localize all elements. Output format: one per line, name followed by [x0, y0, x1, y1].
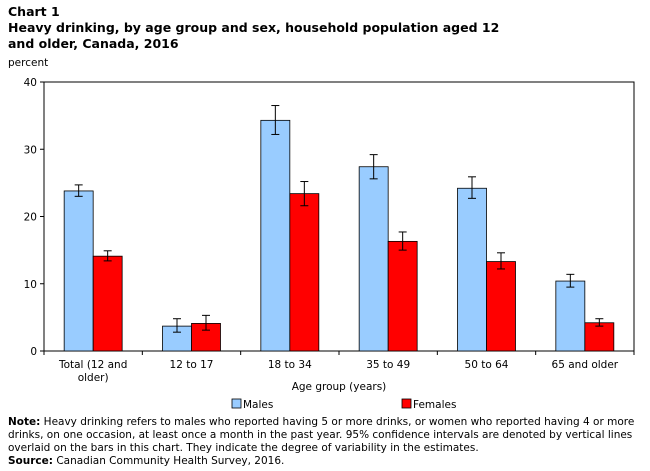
bars-group	[63, 119, 615, 352]
error-bar-females	[595, 318, 604, 327]
bar-females	[92, 255, 123, 352]
error-bar-males	[173, 318, 181, 333]
legend-item-males: Males	[231, 398, 273, 411]
error-bar-males	[369, 154, 378, 180]
legend-label-females: Females	[413, 399, 456, 411]
plot-frame	[43, 81, 635, 352]
x-tick-label: 18 to 34	[268, 359, 312, 371]
note-label: Note:	[8, 416, 41, 428]
bar-males	[555, 280, 586, 352]
error-bar-males	[566, 273, 575, 288]
bar-females	[584, 322, 615, 352]
y-tick-label: 40	[24, 77, 37, 89]
bar-females	[289, 193, 320, 352]
error-bar-females	[103, 250, 112, 262]
error-bars-group	[74, 105, 604, 333]
legend-label-males: Males	[243, 399, 273, 411]
error-bar-females	[497, 252, 505, 270]
notes-block: Note: Heavy drinking refers to males who…	[8, 416, 644, 468]
error-bar-females	[398, 231, 407, 251]
error-bar-males	[74, 184, 83, 197]
bar-males	[260, 119, 291, 352]
error-bar-males	[468, 176, 476, 199]
bar-males	[457, 187, 487, 352]
y-tick-label: 30	[24, 144, 37, 156]
error-bar-females	[300, 181, 309, 207]
x-tick-label: 35 to 49	[366, 359, 410, 371]
error-bar-females	[202, 314, 210, 331]
note-text: Heavy drinking refers to males who repor…	[8, 416, 635, 454]
x-tick-label: older)	[78, 372, 109, 384]
source-label: Source:	[8, 455, 53, 467]
source-text: Canadian Community Health Survey, 2016.	[52, 455, 285, 467]
y-axis: 0 10 20 30 40	[24, 77, 44, 358]
bar-males	[358, 166, 389, 352]
chart-label: Chart 1	[8, 4, 60, 19]
x-tick-label: 12 to 17	[170, 359, 214, 371]
bar-females	[387, 240, 418, 352]
error-bar-males	[271, 105, 280, 135]
chart-title: Heavy drinking, by age group and sex, ho…	[8, 20, 500, 51]
legend-swatch-males	[231, 398, 242, 409]
y-tick-label: 20	[24, 212, 37, 224]
y-tick-label: 10	[24, 279, 37, 291]
x-tick-label: 50 to 64	[465, 359, 509, 371]
legend-swatch-females	[401, 398, 412, 409]
y-axis-label: percent	[8, 57, 48, 69]
bar-females	[486, 261, 516, 352]
bar-males	[63, 190, 94, 352]
x-axis-label: Age group (years)	[292, 381, 387, 393]
legend-item-females: Females	[401, 398, 456, 411]
x-tick-label: Total (12 and	[58, 359, 127, 371]
x-tick-label: 65 and older	[552, 359, 619, 371]
y-tick-label: 0	[30, 346, 37, 358]
legend: Males Females	[231, 398, 456, 411]
